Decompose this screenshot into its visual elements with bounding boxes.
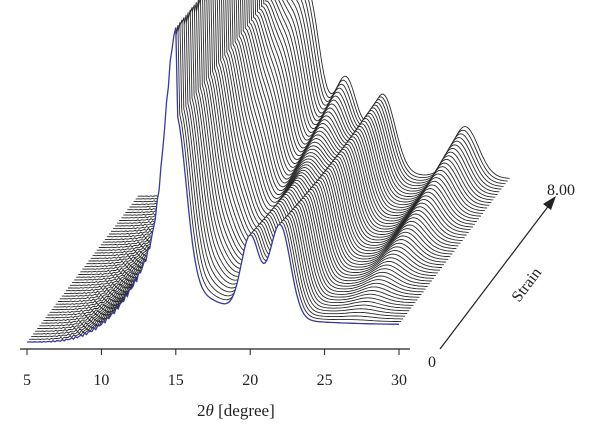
trace-line: [39, 12, 412, 327]
trace-line: [49, 0, 422, 313]
trace-line: [59, 0, 432, 300]
trace-line: [29, 24, 402, 340]
x-axis-label-unit: [degree]: [214, 401, 275, 420]
trace-line: [70, 0, 443, 286]
trace-line: [31, 22, 404, 338]
x-tick-group: 5 10 15 20 25 30: [23, 349, 407, 389]
trace-line: [78, 0, 451, 276]
trace-line: [65, 0, 438, 292]
strain-axis-arrowhead: [543, 196, 556, 210]
x-tick-label: 30: [391, 372, 407, 389]
strain-start-label: 0: [428, 354, 436, 371]
trace-line: [76, 0, 449, 278]
strain-axis-line: [439, 199, 554, 350]
x-tick-label: 10: [93, 372, 109, 389]
x-tick-label: 15: [168, 372, 184, 389]
trace-mask: [53, 0, 426, 311]
trace-line: [74, 0, 447, 281]
strain-end-label: 8.00: [547, 182, 575, 199]
trace-line: [51, 0, 424, 311]
x-axis-label: 2θ [degree]: [197, 401, 275, 420]
trace-mask: [125, 0, 498, 217]
trace-line: [57, 0, 430, 303]
trace-line: [35, 17, 408, 332]
trace-line: [53, 0, 426, 308]
trace-line: [55, 0, 428, 305]
x-tick-label: 5: [23, 372, 31, 389]
trace-line: [82, 0, 455, 270]
trace-line: [63, 0, 436, 295]
x-tick-label: 25: [317, 372, 333, 389]
trace-line: [41, 9, 414, 324]
trace-mask: [55, 0, 428, 309]
trace-line: [80, 0, 453, 273]
trace-line: [37, 14, 410, 330]
trace-group: [27, 0, 510, 346]
trace-line: [45, 4, 418, 319]
trace-first: [27, 27, 399, 343]
trace-mask: [51, 0, 424, 314]
trace-mask: [123, 0, 496, 220]
x-axis-label-prefix: 2: [197, 401, 206, 420]
trace-line: [43, 7, 416, 322]
trace-line: [68, 0, 440, 289]
trace-line: [47, 2, 420, 316]
strain-axis-label: Strain: [509, 265, 546, 306]
trace-line: [72, 0, 445, 284]
trace-mask: [121, 0, 494, 222]
trace-line: [33, 19, 406, 335]
trace-line: [61, 0, 434, 297]
x-tick-label: 20: [242, 372, 258, 389]
x-axis-label-theta: θ: [206, 401, 214, 420]
